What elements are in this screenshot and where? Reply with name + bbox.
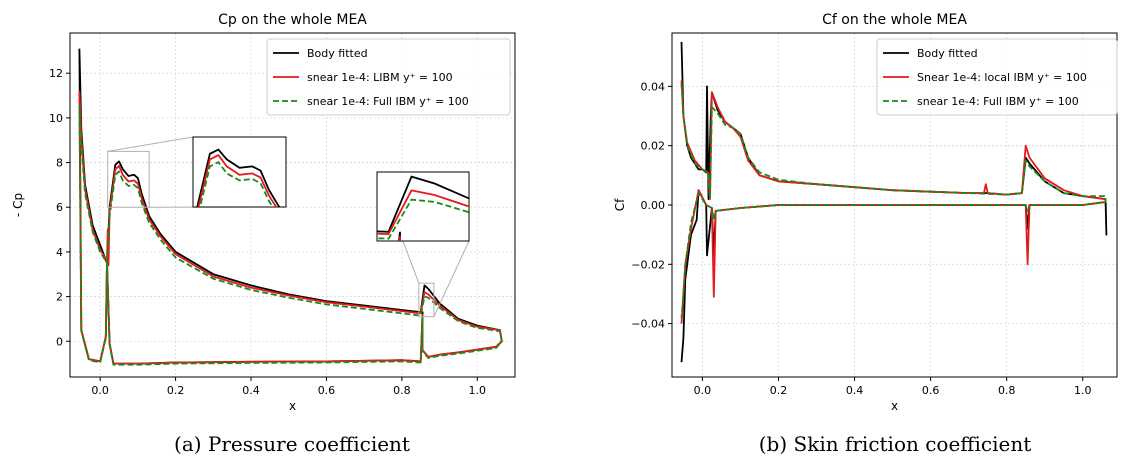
x-tick-label: 0.2 bbox=[167, 384, 185, 397]
series-line-1 bbox=[680, 80, 1107, 324]
y-tick-label: 0 bbox=[56, 335, 63, 348]
y-tick-label: 10 bbox=[49, 112, 63, 125]
series-line-2 bbox=[78, 104, 503, 366]
axes-frame bbox=[69, 32, 516, 378]
y-tick-label: 0.04 bbox=[641, 80, 666, 93]
y-tick-label: 8 bbox=[56, 157, 63, 170]
y-tick-label: −0.02 bbox=[631, 258, 665, 271]
x-tick-label: 0.0 bbox=[91, 384, 109, 397]
chart-title: Cp on the whole MEA bbox=[218, 12, 367, 28]
series-line-2 bbox=[680, 83, 1107, 318]
inset-zoom bbox=[107, 136, 287, 208]
legend: Body fitted Snear 1e-4: local IBM y⁺ = 10… bbox=[876, 38, 1118, 116]
y-tick-label: −0.04 bbox=[631, 318, 665, 331]
y-tick-label: 4 bbox=[56, 246, 63, 259]
legend-label: snear 1e-4: Full IBM y⁺ = 100 bbox=[307, 95, 469, 108]
x-tick-label: 1.0 bbox=[1074, 384, 1092, 397]
inset-frame bbox=[376, 171, 470, 242]
legend-label: Snear 1e-4: local IBM y⁺ = 100 bbox=[917, 71, 1087, 84]
legend-label: snear 1e-4: Full IBM y⁺ = 100 bbox=[917, 95, 1079, 108]
chart-title: Cf on the whole MEA bbox=[822, 12, 967, 28]
zoom-region bbox=[107, 150, 150, 208]
y-tick-label: 0.02 bbox=[641, 140, 666, 153]
pressure-coefficient-chart: Cp on the whole MEA x - Cp 0.0 0.2 0.4 0.6 0… bbox=[11, 12, 516, 413]
legend-label: Body fitted bbox=[307, 47, 368, 60]
x-axis-label: x bbox=[891, 399, 898, 413]
x-tick-label: 0.2 bbox=[770, 384, 788, 397]
caption-b: (b) Skin friction coefficient bbox=[758, 432, 1032, 456]
x-tick-label: 0.6 bbox=[922, 384, 940, 397]
legend-label: snear 1e-4: LIBM y⁺ = 100 bbox=[307, 71, 453, 84]
y-tick-label: 12 bbox=[49, 67, 63, 80]
x-tick-label: 0.0 bbox=[694, 384, 712, 397]
legend-box bbox=[876, 38, 1118, 116]
zoom-connector bbox=[433, 240, 470, 317]
x-tick-label: 0.6 bbox=[318, 384, 336, 397]
zoom-connector bbox=[107, 136, 194, 152]
inset-series-line-1 bbox=[377, 189, 469, 241]
x-tick-label: 1.0 bbox=[469, 384, 487, 397]
axes-frame bbox=[671, 32, 1118, 378]
skin-friction-chart: Cf on the whole MEA x Cf 0.0 0.2 0.4 0.6 0.8… bbox=[613, 12, 1118, 413]
y-tick-label: 6 bbox=[56, 201, 63, 214]
x-tick-label: 0.8 bbox=[393, 384, 411, 397]
caption-a: (a) Pressure coefficient bbox=[174, 432, 410, 456]
x-axis-label: x bbox=[289, 399, 296, 413]
y-tick-label: 0.00 bbox=[641, 199, 666, 212]
legend-box bbox=[266, 38, 511, 116]
x-tick-label: 0.4 bbox=[846, 384, 864, 397]
x-tick-label: 0.4 bbox=[242, 384, 260, 397]
legend-label: Body fitted bbox=[917, 47, 978, 60]
y-axis-label: Cf bbox=[613, 198, 627, 211]
inset-zoom bbox=[376, 171, 470, 318]
legend: Body fitted snear 1e-4: LIBM y⁺ = 100 snea… bbox=[266, 38, 511, 116]
inset-series-line-1 bbox=[197, 154, 278, 207]
zoom-region bbox=[418, 282, 435, 318]
x-tick-label: 0.8 bbox=[998, 384, 1016, 397]
series-line-1 bbox=[78, 91, 503, 365]
y-tick-label: 2 bbox=[56, 291, 63, 304]
inset-series-line-0 bbox=[196, 148, 281, 207]
inset-series-line-0 bbox=[377, 175, 469, 241]
y-axis-label: - Cp bbox=[11, 193, 25, 217]
